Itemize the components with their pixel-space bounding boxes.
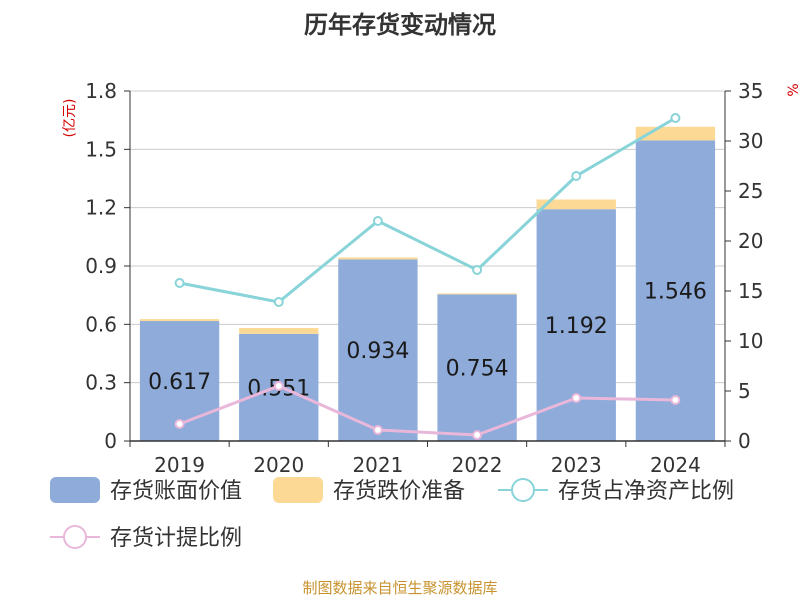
line-point xyxy=(670,395,681,405)
left-tick-label: 1.5 xyxy=(85,137,117,161)
x-tick-label: 2024 xyxy=(650,453,701,477)
left-tick-label: 0.3 xyxy=(85,371,117,395)
line-point xyxy=(273,381,284,391)
right-tick-label: 15 xyxy=(738,279,763,303)
right-tick-label: 25 xyxy=(738,179,763,203)
left-tick-label: 1.8 xyxy=(85,79,117,103)
left-tick-label: 0 xyxy=(104,429,117,453)
line-point xyxy=(472,430,483,440)
x-tick-label: 2019 xyxy=(154,453,205,477)
x-tick-label: 2022 xyxy=(452,453,503,477)
line-point xyxy=(174,419,185,429)
line-point xyxy=(670,113,681,123)
bar-value-label: 0.754 xyxy=(446,357,509,382)
series-line xyxy=(179,116,677,304)
bar-value-label: 0.617 xyxy=(148,370,211,395)
bar-impairment xyxy=(536,199,616,210)
line-point xyxy=(472,265,483,275)
source-footer: 制图数据来自恒生聚源数据库 xyxy=(302,579,498,597)
bar-value-label: 1.192 xyxy=(545,314,608,339)
bars xyxy=(139,126,716,441)
legend-item: 存货计提比例 xyxy=(50,525,242,551)
right-axis-unit: % xyxy=(786,83,800,96)
series-line xyxy=(179,384,676,437)
legend-item: 存货占净资产比例 xyxy=(498,478,734,504)
left-tick-label: 1.2 xyxy=(85,196,117,220)
line-point xyxy=(372,425,383,435)
right-tick-label: 30 xyxy=(738,129,763,153)
legend-label: 存货跌价准备 xyxy=(333,479,465,504)
right-tick-label: 10 xyxy=(738,329,763,353)
line-point xyxy=(273,297,284,307)
legend-label: 存货占净资产比例 xyxy=(558,479,734,504)
x-tick-label: 2020 xyxy=(253,453,304,477)
legend-marker xyxy=(511,478,535,502)
line-point xyxy=(571,393,582,403)
x-tick-label: 2023 xyxy=(551,453,602,477)
legend-marker xyxy=(63,525,87,549)
legend-item: 存货跌价准备 xyxy=(273,477,465,504)
left-tick-label: 0.9 xyxy=(85,254,117,278)
grid-lines xyxy=(130,90,725,384)
line-point xyxy=(372,216,383,226)
bar-value-label: 0.934 xyxy=(346,339,409,364)
bar-impairment xyxy=(437,293,517,295)
legend-swatch xyxy=(50,477,100,503)
line-point xyxy=(174,278,185,288)
legend-label: 存货账面价值 xyxy=(110,479,242,504)
bar-impairment xyxy=(338,257,418,260)
bar-book-value xyxy=(437,294,517,441)
line-point xyxy=(571,171,582,181)
x-tick-label: 2021 xyxy=(352,453,403,477)
chart-title: 历年存货变动情况 xyxy=(304,11,496,39)
left-axis-unit: (亿元) xyxy=(62,99,78,138)
legend-swatch xyxy=(273,477,323,503)
bar-book-value xyxy=(338,259,418,441)
right-tick-label: 20 xyxy=(738,229,763,253)
left-tick-label: 0.6 xyxy=(85,312,117,336)
bar-book-value xyxy=(635,140,716,441)
legend-item: 存货账面价值 xyxy=(50,477,242,504)
right-tick-label: 5 xyxy=(738,379,751,403)
legend-label: 存货计提比例 xyxy=(110,526,242,551)
series-lines xyxy=(174,113,681,440)
bar-value-label: 1.546 xyxy=(644,280,707,305)
right-tick-label: 35 xyxy=(738,79,763,103)
right-tick-label: 0 xyxy=(738,429,751,453)
bar-impairment xyxy=(139,319,220,322)
bar-impairment xyxy=(239,328,319,334)
axes: 0 0.3 0.6 0.9 1.2 1.5 1.8 0 5 10 15 20 25 30 35 2019 202… xyxy=(85,79,763,477)
